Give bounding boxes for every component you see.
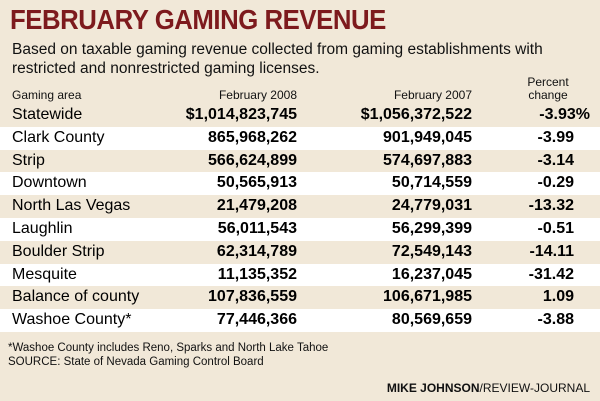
table-header: Gaming area February 2008 February 2007 … <box>0 76 600 104</box>
value-cell: 566,624,899 <box>208 151 297 169</box>
column-header: Percent change <box>527 75 569 102</box>
table-row: Clark County 865,968,262 901,949,045 -3.99 <box>0 126 600 150</box>
value-cell: -31.42 <box>528 265 574 283</box>
area-cell: Boulder Strip <box>12 242 105 260</box>
value-cell: -3.88 <box>537 311 574 329</box>
table-row: Statewide $1,014,823,745 $1,056,372,522 -3.… <box>0 104 600 127</box>
table-row: Strip 566,624,899 574,697,883 -3.14 <box>0 150 600 173</box>
subtitle: Based on taxable gaming revenue collecte… <box>12 41 543 77</box>
source: SOURCE: State of Nevada Gaming Control B… <box>8 356 264 368</box>
table-row: Downtown 50,565,913 50,714,559 -0.29 <box>0 172 600 196</box>
value-cell: 865,968,262 <box>208 128 297 146</box>
value-cell: 24,779,031 <box>391 197 472 215</box>
value-cell: 80,569,659 <box>391 311 472 329</box>
area-cell: Laughlin <box>12 219 73 237</box>
table-row: Washoe County* 77,446,366 80,569,659 -3.88 <box>0 309 600 332</box>
credit: MIKE JOHNSON/REVIEW-JOURNAL <box>387 381 590 395</box>
area-cell: Clark County <box>12 128 105 146</box>
area-cell: Strip <box>12 151 45 169</box>
area-cell: Washoe County* <box>12 311 132 329</box>
table-row: Balance of county 107,836,559 106,671,985 1… <box>0 286 600 309</box>
title: FEBRUARY GAMING REVENUE <box>10 4 386 35</box>
value-cell: 50,714,559 <box>391 174 472 192</box>
value-cell: 1.09 <box>542 288 574 306</box>
area-cell: North Las Vegas <box>12 197 131 215</box>
area-cell: Balance of county <box>12 288 140 306</box>
value-cell: -3.93% <box>539 106 590 123</box>
value-cell: $1,056,372,522 <box>360 106 472 123</box>
column-header: February 2008 <box>218 88 297 102</box>
table-row: Boulder Strip 62,314,789 72,549,143 -14.11 <box>0 241 600 264</box>
column-header: Gaming area <box>12 88 82 102</box>
value-cell: -0.51 <box>537 219 574 237</box>
value-cell: 62,314,789 <box>216 242 297 260</box>
value-cell: -3.14 <box>537 151 574 169</box>
value-cell: 16,237,045 <box>391 265 472 283</box>
value-cell: -14.11 <box>529 242 574 260</box>
footnote: *Washoe County includes Reno, Sparks and… <box>8 342 329 354</box>
table-row: Mesquite 11,135,352 16,237,045 -31.42 <box>0 263 600 287</box>
value-cell: 50,565,913 <box>216 174 297 192</box>
value-cell: 56,299,399 <box>391 219 472 237</box>
value-cell: -13.32 <box>528 197 574 215</box>
value-cell: -0.29 <box>537 174 574 192</box>
table-row: North Las Vegas 21,479,208 24,779,031 -13.3… <box>0 195 600 218</box>
value-cell: 21,479,208 <box>216 197 297 215</box>
value-cell: 11,135,352 <box>217 265 297 283</box>
value-cell: 77,446,366 <box>216 311 297 329</box>
credit-name: MIKE JOHNSON <box>386 381 480 395</box>
area-cell: Statewide <box>12 106 83 123</box>
area-cell: Downtown <box>12 174 87 192</box>
value-cell: 106,671,985 <box>383 288 472 306</box>
value-cell: 901,949,045 <box>383 128 472 146</box>
area-cell: Mesquite <box>12 265 77 283</box>
value-cell: 56,011,543 <box>217 219 297 237</box>
value-cell: $1,014,823,745 <box>185 106 297 123</box>
credit-outlet: /REVIEW-JOURNAL <box>479 381 590 395</box>
value-cell: -3.99 <box>537 128 574 146</box>
table-body: Statewide $1,014,823,745 $1,056,372,522 -3.… <box>0 104 600 332</box>
value-cell: 72,549,143 <box>391 242 472 260</box>
value-cell: 574,697,883 <box>383 151 472 169</box>
column-header: February 2007 <box>393 88 472 102</box>
value-cell: 107,836,559 <box>208 288 297 306</box>
table-row: Laughlin 56,011,543 56,299,399 -0.51 <box>0 217 600 241</box>
